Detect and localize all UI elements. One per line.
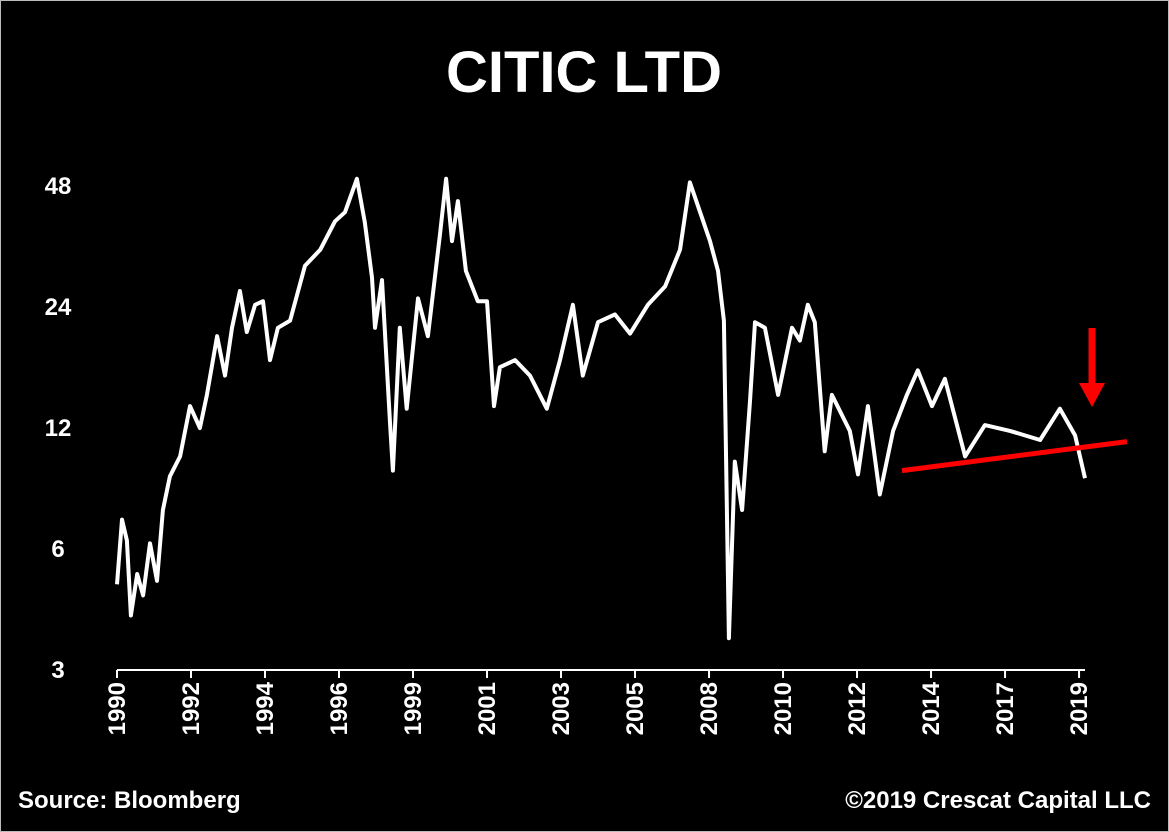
x-tick-label: 2001 (474, 682, 501, 735)
x-tick-label: 2005 (622, 682, 649, 735)
x-tick-label: 1992 (178, 682, 205, 735)
arrow-head (1079, 383, 1105, 407)
x-tick-label: 2012 (844, 682, 871, 735)
x-tick-label: 2010 (770, 682, 797, 735)
x-tick-label: 2003 (548, 682, 575, 735)
x-tick-label: 2014 (918, 681, 945, 735)
credit-note: ©2019 Crescat Capital LLC (845, 787, 1151, 814)
x-tick-label: 2008 (696, 682, 723, 735)
arrow (1079, 328, 1105, 407)
price-line (115, 176, 1087, 641)
x-tick-label: 1994 (252, 681, 279, 735)
y-tick-label: 48 (45, 173, 72, 200)
x-tick-label: 1990 (104, 682, 131, 735)
x-tick-label: 2019 (1066, 682, 1093, 735)
x-tick-label: 1999 (400, 682, 427, 735)
trend-line (901, 439, 1128, 474)
source-note: Source: Bloomberg (18, 787, 241, 814)
y-tick-label: 6 (51, 536, 64, 563)
x-tick-label: 1996 (326, 682, 353, 735)
y-tick-label: 24 (45, 294, 72, 321)
chart-title: CITIC LTD (446, 40, 722, 105)
y-tick-label: 12 (45, 415, 72, 442)
x-tick-label: 2017 (992, 682, 1019, 735)
y-tick-label: 3 (51, 657, 64, 684)
